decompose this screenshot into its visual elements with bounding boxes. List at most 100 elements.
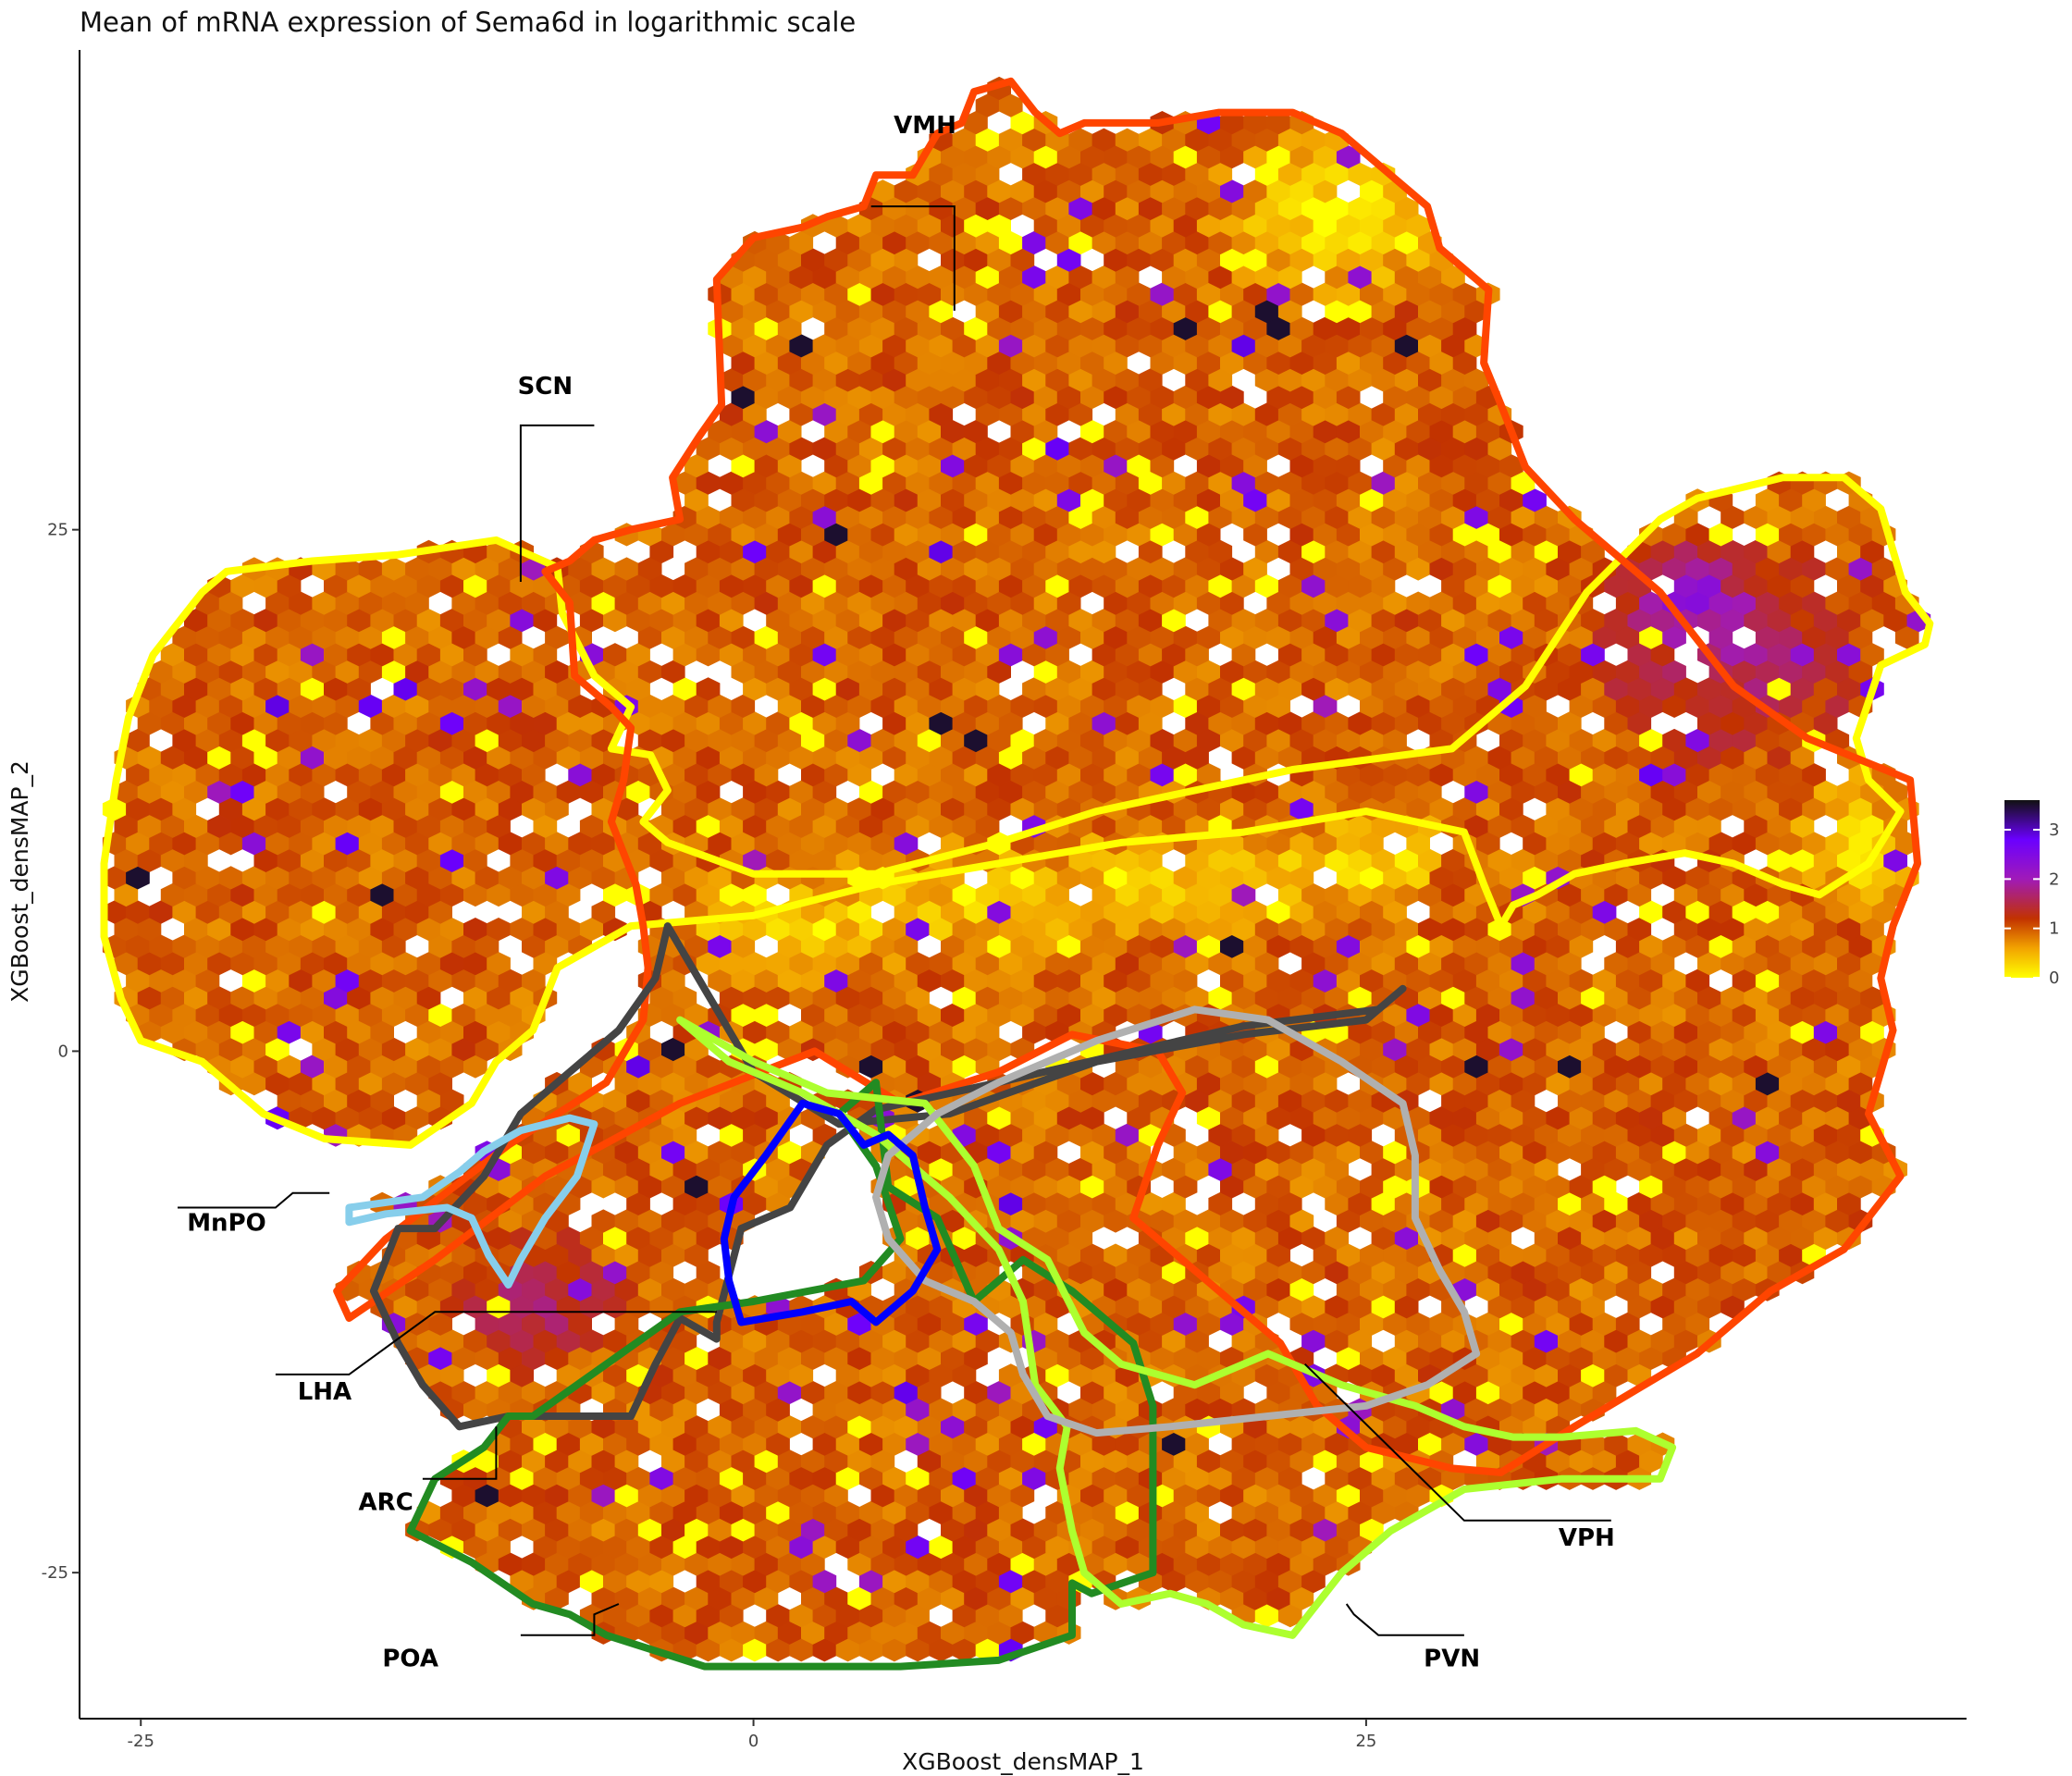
hexbin-cell xyxy=(347,918,371,942)
hexbin-cell xyxy=(1010,728,1035,753)
hexbin-cell xyxy=(1173,1449,1198,1474)
hexbin-cell xyxy=(522,968,546,993)
hexbin-cell xyxy=(824,1003,848,1027)
hexbin-cell xyxy=(579,1329,604,1353)
hexbin-cell xyxy=(917,968,942,993)
hexbin-cell xyxy=(312,728,337,753)
hexbin-cell xyxy=(556,746,581,770)
hexbin-cell xyxy=(1277,1191,1302,1215)
hexbin-cell xyxy=(160,1020,185,1044)
hexbin-cell xyxy=(1441,1020,1465,1044)
hexbin-cell xyxy=(1790,780,1815,804)
hexbin-cell xyxy=(649,986,674,1010)
hexbin-cell xyxy=(1115,1089,1140,1113)
hexbin-cell xyxy=(1360,1346,1384,1370)
hexbin-cell xyxy=(475,763,500,787)
hexbin-cell xyxy=(672,1226,697,1251)
hexbin-cell xyxy=(858,1570,883,1594)
hexbin-cell xyxy=(1615,934,1640,958)
hexbin-cell xyxy=(358,1106,383,1130)
hexbin-cell xyxy=(661,1209,685,1233)
hexbin-cell xyxy=(882,1604,906,1628)
hexbin-cell xyxy=(428,797,452,821)
hexbin-cell xyxy=(987,968,1011,993)
hexbin-cell xyxy=(1115,986,1140,1010)
hexbin-cell xyxy=(661,1175,685,1199)
hexbin-cell xyxy=(1383,1106,1407,1130)
hexbin-cell xyxy=(743,1191,767,1215)
hexbin-cell xyxy=(439,1089,464,1113)
hexbin-cell xyxy=(416,1054,441,1079)
hexbin-cell xyxy=(1313,1243,1338,1267)
hexbin-cell xyxy=(1429,1141,1454,1165)
hexbin-cell xyxy=(929,1363,954,1388)
hexbin-cell xyxy=(1336,866,1361,890)
hexbin-cell xyxy=(835,952,860,976)
hexbin-cell xyxy=(1162,1398,1186,1422)
hexbin-cell xyxy=(1394,918,1419,942)
hexbin-cell xyxy=(1627,952,1652,976)
hexbin-cell xyxy=(1429,1312,1454,1336)
hexbin-cell xyxy=(1569,1380,1594,1405)
hexbin-cell xyxy=(1383,1415,1407,1439)
hexbin-cell xyxy=(1511,1020,1536,1044)
hexbin-cell xyxy=(591,1380,616,1405)
hexbin-cell xyxy=(1196,1071,1221,1096)
hexbin-cell xyxy=(1266,1484,1290,1508)
hexbin-cell xyxy=(1033,832,1058,856)
hexbin-cell xyxy=(952,746,977,770)
hexbin-cell xyxy=(1383,900,1407,924)
hexbin-cell xyxy=(661,1484,685,1508)
hexbin-cell xyxy=(824,1621,848,1645)
hexbin-cell xyxy=(661,866,685,890)
hexbin-cell xyxy=(1546,1003,1571,1027)
hexbin-cell xyxy=(1615,1106,1640,1130)
hexbin-cell xyxy=(708,1106,732,1130)
hexbin-cell xyxy=(1185,1295,1209,1319)
hexbin-cell xyxy=(172,797,197,821)
hexbin-cell xyxy=(1138,848,1163,872)
hexbin-cell xyxy=(1487,1191,1512,1215)
hexbin-cell xyxy=(789,1638,814,1662)
hexbin-cell xyxy=(428,1312,452,1336)
hexbin-cell xyxy=(579,746,604,770)
hexbin-cell xyxy=(1371,1295,1396,1319)
hexbin-cell xyxy=(1127,866,1151,890)
hexbin-cell xyxy=(847,1518,871,1542)
hexbin-cell xyxy=(1220,1175,1244,1199)
hexbin-cell xyxy=(847,1621,871,1645)
hexbin-cell xyxy=(498,1003,523,1027)
hexbin-cell xyxy=(858,1466,883,1490)
hexbin-cell xyxy=(1732,832,1757,856)
hexbin-cell xyxy=(1487,814,1512,838)
hexbin-cell xyxy=(1429,1175,1454,1199)
hexbin-cell xyxy=(1138,1329,1163,1353)
hexbin-cell xyxy=(952,780,977,804)
hexbin-cell xyxy=(1464,746,1488,770)
hexbin-cell xyxy=(1243,1484,1267,1508)
hexbin-cell xyxy=(358,866,383,890)
hexbin-cell xyxy=(1708,797,1733,821)
hexbin-cell xyxy=(1744,1054,1768,1079)
hexbin-cell xyxy=(1650,1054,1675,1079)
hexbin-cell xyxy=(1523,1003,1547,1027)
hexbin-cell xyxy=(1162,986,1186,1010)
hexbin-cell xyxy=(579,1466,604,1490)
hexbin-cell xyxy=(1639,934,1663,958)
hexbin-cell xyxy=(1848,968,1873,993)
hexbin-cell xyxy=(661,1621,685,1645)
hexbin-cell xyxy=(882,814,906,838)
hexbin-cell xyxy=(1185,1432,1209,1456)
hexbin-cell xyxy=(347,986,371,1010)
hexbin-cell xyxy=(1010,1449,1035,1474)
hexbin-cell xyxy=(1394,780,1419,804)
hexbin-cell xyxy=(1231,1432,1256,1456)
hexbin-cell xyxy=(754,1003,779,1027)
hexbin-cell xyxy=(952,1226,977,1251)
hexbin-cell xyxy=(952,952,977,976)
hexbin-cell xyxy=(1429,934,1454,958)
hexbin-cell xyxy=(1092,848,1116,872)
hexbin-cell xyxy=(1813,1123,1838,1147)
hexbin-cell xyxy=(405,832,429,856)
hexbin-cell xyxy=(952,1500,977,1524)
